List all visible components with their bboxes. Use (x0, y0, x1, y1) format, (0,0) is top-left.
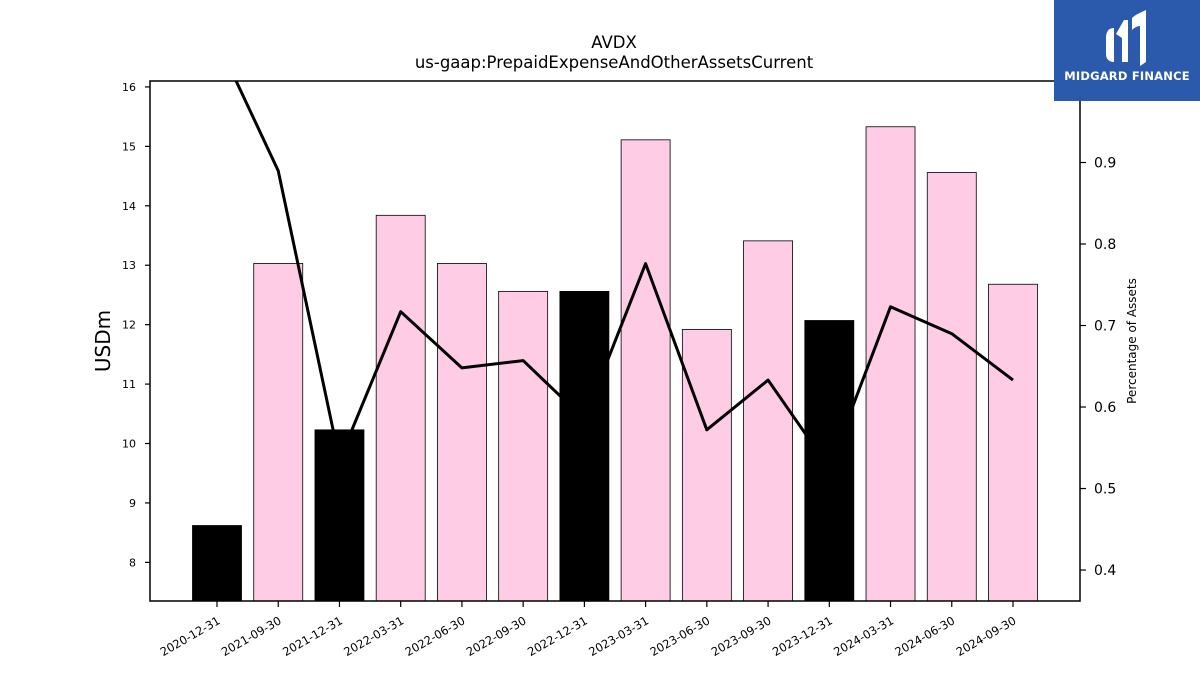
chart-subtitle: us-gaap:PrepaidExpenseAndOtherAssetsCurr… (415, 53, 814, 72)
y2-tick-label: 0.8 (1094, 237, 1116, 253)
bar-2022-06-30 (437, 263, 487, 602)
y-axis-label: USDm (91, 310, 115, 372)
x-tick-label: 2022-12-31 (525, 613, 590, 659)
y-tick-label: 8 (129, 556, 136, 569)
chart-title: AVDX (591, 33, 637, 52)
x-tick-label: 2023-09-30 (709, 613, 774, 659)
bar-2023-03-31 (620, 139, 671, 602)
x-tick-label: 2021-12-31 (280, 613, 345, 659)
y2-tick-label: 0.9 (1094, 156, 1116, 172)
y2-tick-label: 0.5 (1094, 482, 1116, 498)
bar-2023-12-31 (804, 320, 855, 602)
x-tick-label: 2022-06-30 (403, 613, 468, 659)
y-tick-label: 14 (122, 200, 136, 213)
x-tick-label: 2020-12-31 (158, 613, 223, 659)
bar-2021-09-30 (253, 263, 304, 602)
bar-2024-03-31 (865, 126, 916, 602)
y2-tick-label: 0.4 (1094, 563, 1116, 579)
y-tick-label: 12 (122, 319, 136, 332)
logo-text: MIDGARD FINANCE (1064, 69, 1190, 83)
bar-2022-12-31 (559, 290, 610, 602)
y2-tick-label: 0.7 (1094, 319, 1116, 335)
x-tick-label: 2021-09-30 (219, 613, 284, 659)
midgard-logo-icon (1106, 10, 1146, 66)
y-tick-label: 9 (129, 497, 136, 510)
y-tick-label: 10 (122, 438, 136, 451)
x-tick-label: 2022-03-31 (341, 613, 406, 659)
y-tick-label: 13 (122, 259, 136, 272)
y2-tick-label: 0.6 (1094, 400, 1116, 416)
x-tick-label: 2024-06-30 (892, 613, 957, 659)
y-tick-label: 11 (122, 378, 136, 391)
bar-2024-09-30 (988, 283, 1038, 602)
x-tick-label: 2023-12-31 (770, 613, 835, 659)
bar-2024-06-30 (926, 172, 977, 602)
x-tick-label: 2022-09-30 (464, 613, 529, 659)
x-tick-label: 2023-06-30 (647, 613, 712, 659)
x-tick-label: 2024-03-31 (831, 613, 896, 659)
x-tick-label: 2024-09-30 (954, 613, 1019, 659)
plot-frame (149, 80, 1081, 602)
y2-axis-label: Percentage of Assets (1125, 278, 1139, 404)
bar-2023-06-30 (681, 329, 732, 602)
percentage-line (234, 81, 1014, 470)
bar-2020-12-31 (192, 525, 242, 602)
bar-2022-09-30 (498, 290, 549, 602)
y-tick-label: 16 (122, 81, 136, 94)
y-tick-label: 15 (122, 140, 136, 153)
x-tick-label: 2023-03-31 (586, 613, 651, 659)
bar-2022-03-31 (375, 214, 426, 602)
midgard-finance-logo: MIDGARD FINANCE (1054, 0, 1200, 101)
bar-2023-09-30 (743, 240, 793, 602)
